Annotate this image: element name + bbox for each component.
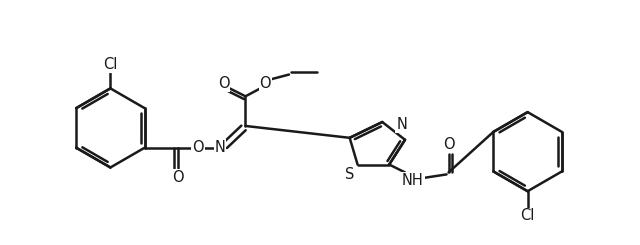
Text: NH: NH xyxy=(402,173,424,188)
Text: O: O xyxy=(218,76,230,91)
Text: N: N xyxy=(396,117,407,133)
Text: N: N xyxy=(214,140,225,155)
Text: Cl: Cl xyxy=(103,57,118,72)
Text: Cl: Cl xyxy=(520,208,535,223)
Text: O: O xyxy=(443,137,454,152)
Text: S: S xyxy=(345,167,355,182)
Text: O: O xyxy=(192,140,204,155)
Text: O: O xyxy=(259,76,271,91)
Text: O: O xyxy=(172,170,184,185)
